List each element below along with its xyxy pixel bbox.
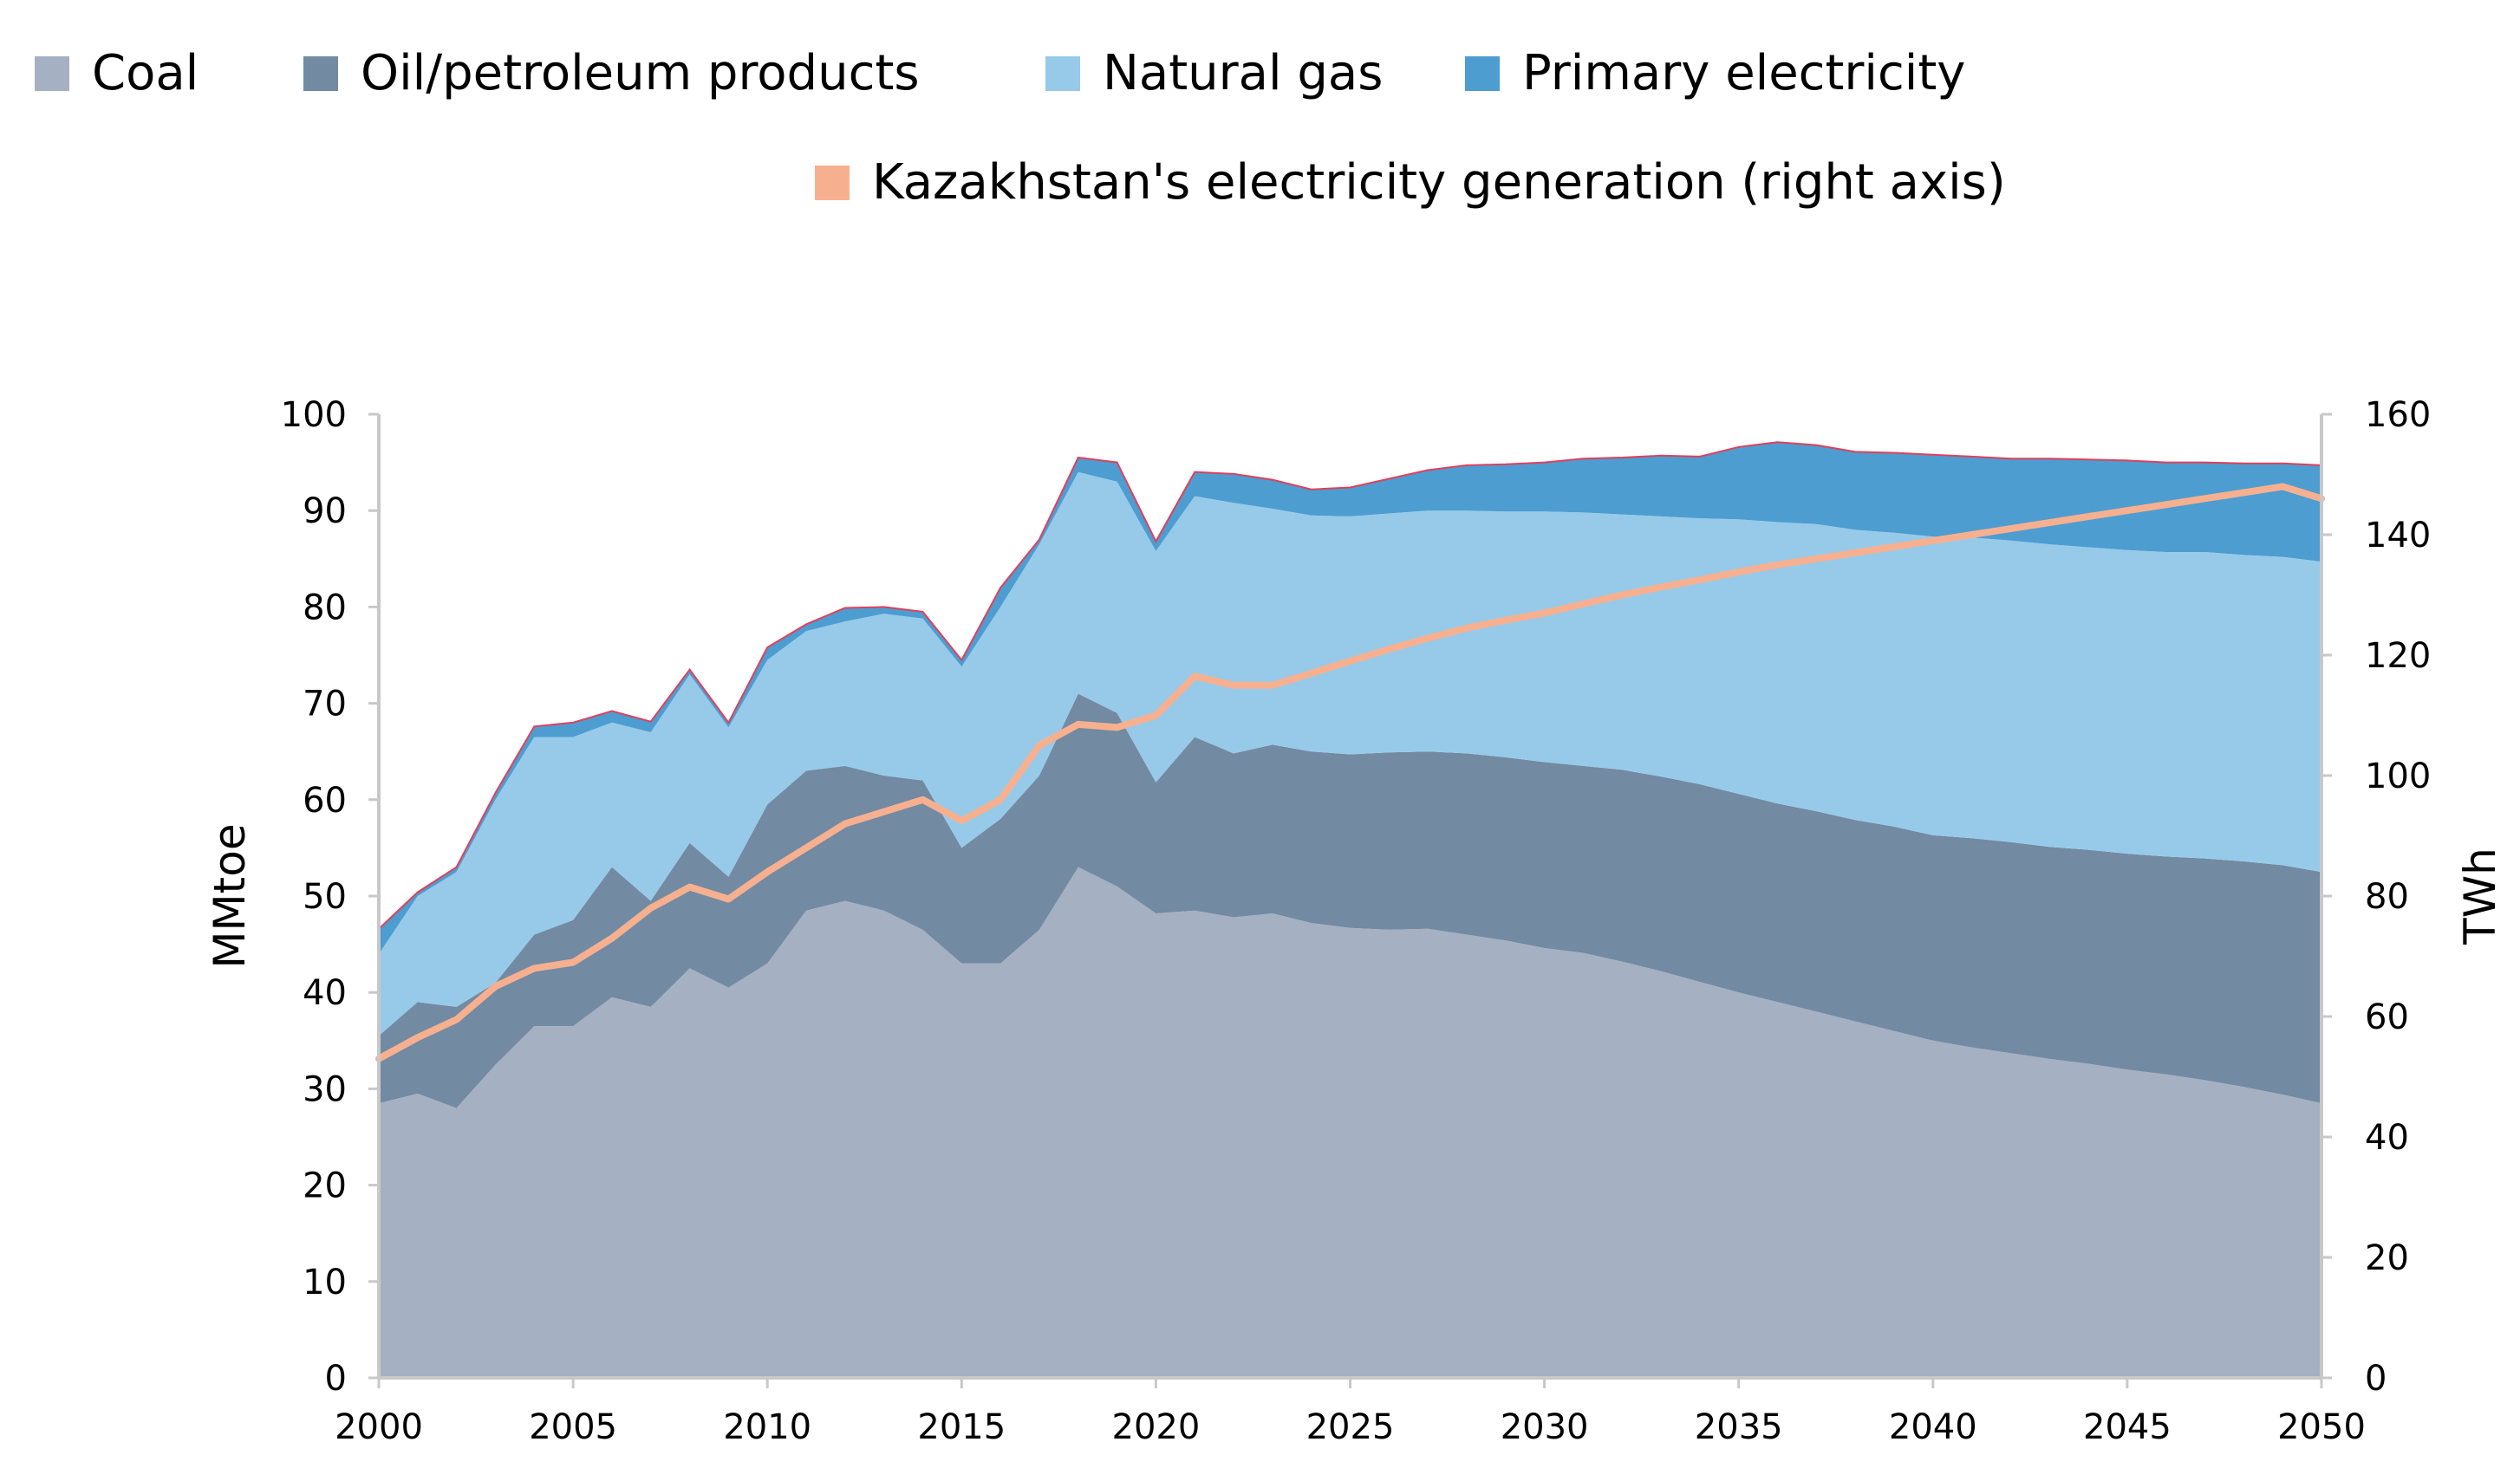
legend-swatch-primary-electricity bbox=[1465, 55, 1500, 91]
x-tick-label: 2045 bbox=[2083, 1407, 2172, 1447]
legend-swatch-electricity-generation bbox=[815, 165, 850, 200]
legend: Coal Oil/petroleum products Natural gas … bbox=[0, 0, 2520, 225]
y-tick-label: 100 bbox=[281, 395, 347, 435]
legend-label-coal: Coal bbox=[92, 45, 199, 101]
tick-labels: 0102030405060708090100020406080100120140… bbox=[281, 395, 2432, 1447]
legend-swatch-oil bbox=[303, 55, 338, 91]
legend-item-coal: Coal bbox=[35, 45, 199, 101]
x-tick-label: 2005 bbox=[529, 1407, 617, 1447]
area-layers bbox=[378, 441, 2322, 1378]
legend-label-oil: Oil/petroleum products bbox=[361, 45, 920, 101]
y-tick-label: 20 bbox=[303, 1166, 347, 1206]
y-axis-title-left: MMtoe bbox=[205, 823, 255, 968]
area-primary-electricity bbox=[379, 442, 2321, 954]
legend-swatch-coal bbox=[35, 55, 69, 91]
x-tick-label: 2050 bbox=[2277, 1407, 2366, 1447]
x-tick-label: 2010 bbox=[723, 1407, 811, 1447]
y2-tick-label: 40 bbox=[2365, 1118, 2409, 1158]
y2-tick-label: 20 bbox=[2365, 1238, 2409, 1278]
y-tick-label: 50 bbox=[303, 877, 347, 917]
legend-swatch-natural-gas bbox=[1045, 55, 1080, 91]
y2-tick-label: 140 bbox=[2365, 516, 2431, 555]
area-coal bbox=[379, 867, 2321, 1378]
y-tick-label: 80 bbox=[303, 588, 347, 627]
y2-tick-label: 80 bbox=[2365, 877, 2409, 917]
x-tick-label: 2030 bbox=[1501, 1407, 1589, 1447]
area-natural-gas bbox=[379, 471, 2321, 1036]
y2-tick-label: 60 bbox=[2365, 997, 2409, 1037]
x-tick-label: 2000 bbox=[335, 1407, 423, 1447]
x-tick-label: 2015 bbox=[917, 1407, 1006, 1447]
legend-item-primary-electricity: Primary electricity bbox=[1465, 45, 1965, 101]
x-tick-label: 2035 bbox=[1695, 1407, 1783, 1447]
legend-item-oil: Oil/petroleum products bbox=[303, 45, 920, 101]
legend-item-natural-gas: Natural gas bbox=[1045, 45, 1383, 101]
x-tick-label: 2020 bbox=[1112, 1407, 1201, 1447]
y-tick-label: 10 bbox=[303, 1263, 347, 1302]
line-layers bbox=[375, 483, 2325, 1062]
legend-label-electricity-generation: Kazakhstan's electricity generation (rig… bbox=[872, 154, 2006, 211]
legend-item-electricity-generation: Kazakhstan's electricity generation (rig… bbox=[815, 154, 2006, 211]
y-tick-label: 40 bbox=[303, 973, 347, 1013]
x-tick-label: 2040 bbox=[1889, 1407, 1977, 1447]
y-tick-label: 30 bbox=[303, 1069, 347, 1109]
y-tick-label: 0 bbox=[325, 1359, 347, 1399]
legend-label-primary-electricity: Primary electricity bbox=[1522, 45, 1966, 101]
axes bbox=[368, 412, 2332, 1388]
y-tick-label: 90 bbox=[303, 491, 347, 531]
total-top-edge bbox=[378, 441, 2322, 930]
y-axis-title-right: TWh bbox=[2455, 848, 2505, 945]
y2-tick-label: 160 bbox=[2365, 395, 2431, 435]
legend-label-natural-gas: Natural gas bbox=[1103, 45, 1384, 101]
y-tick-label: 60 bbox=[303, 781, 347, 821]
y2-tick-label: 100 bbox=[2365, 757, 2431, 796]
line-electricity-generation bbox=[375, 483, 2325, 1062]
y2-tick-label: 0 bbox=[2365, 1359, 2387, 1399]
y-tick-label: 70 bbox=[303, 685, 347, 724]
y2-tick-label: 120 bbox=[2365, 636, 2431, 676]
area-oil-petroleum-products bbox=[379, 693, 2321, 1108]
x-tick-label: 2025 bbox=[1306, 1407, 1395, 1447]
